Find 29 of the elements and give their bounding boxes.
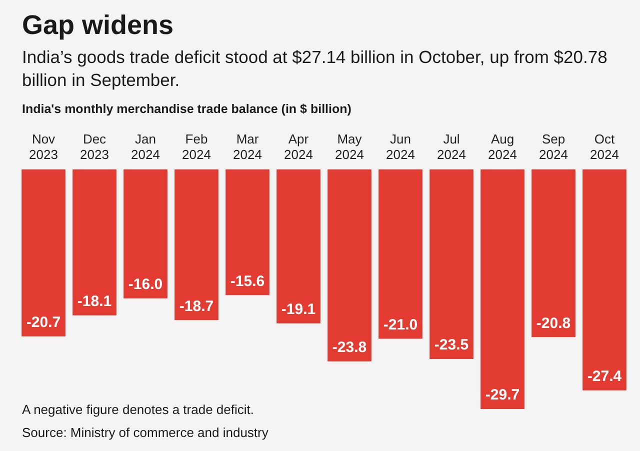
x-tick-label: Apr 2024: [284, 131, 313, 162]
data-label: -20.7: [26, 314, 61, 331]
x-tick-label: Sep 2024: [539, 131, 568, 162]
x-tick-label: Jun 2024: [386, 131, 415, 162]
data-label: -20.8: [536, 314, 571, 332]
y-axis-title: India's monthly merchandise trade balance (in $ billion): [22, 102, 352, 116]
x-tick-label: Oct 2024: [590, 131, 619, 162]
x-tick-label: Jul 2024: [437, 131, 466, 162]
source-note: Source: Ministry of commerce and industry: [22, 425, 268, 440]
chart-title: Gap widens: [22, 10, 174, 41]
chart-subtitle: India’s goods trade deficit stood at $27.14 billion in October, up from $20.78 billion in September.: [22, 46, 608, 92]
annotation: A negative figure denotes a trade deficit.: [22, 402, 254, 417]
data-label: -18.1: [77, 292, 112, 310]
x-tick-label: Mar 2024: [233, 131, 262, 162]
x-tick-label: Aug 2024: [488, 131, 517, 162]
data-label: -18.7: [179, 298, 214, 315]
data-label: -29.7: [485, 386, 520, 404]
data-label: -27.4: [587, 368, 622, 386]
x-tick-label: Feb 2024: [182, 131, 211, 162]
x-tick-label: Dec 2023: [80, 131, 109, 162]
data-label: -23.8: [332, 339, 367, 356]
x-tick-label: Nov 2023: [29, 131, 58, 162]
data-label: -19.1: [281, 301, 316, 318]
data-label: -15.6: [230, 272, 265, 290]
data-label: -16.0: [128, 276, 163, 294]
x-tick-label: May 2024: [335, 131, 364, 162]
data-label: -21.0: [383, 316, 418, 334]
x-tick-label: Jan 2024: [131, 131, 160, 162]
data-label: -23.5: [434, 336, 469, 354]
